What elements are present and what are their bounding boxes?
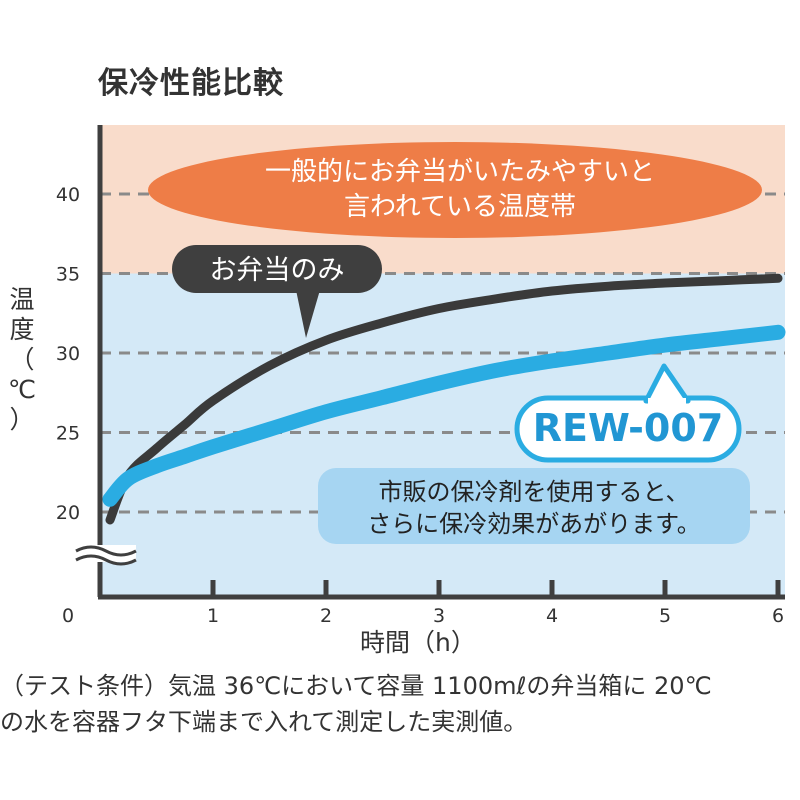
- note-line: （テスト条件）気温 36℃において容量 1100mℓの弁当箱に 20℃: [0, 672, 712, 700]
- bento-only-callout: お弁当のみ: [172, 245, 382, 338]
- y-axis-label: 温 度 （ ℃ ）: [8, 285, 36, 435]
- comment-text-line2: さらに保冷効果があがります。: [367, 510, 701, 538]
- x-tick-label: 1: [207, 605, 219, 627]
- x-tick-label: 0: [62, 605, 74, 627]
- x-axis-ticks: 0 1 2 3 4 5 6: [62, 580, 784, 627]
- rew-007-callout: REW-007: [514, 363, 742, 463]
- x-tick-label: 6: [772, 605, 784, 627]
- x-tick-label: 2: [320, 605, 332, 627]
- y-axis-label-char: 度: [9, 315, 35, 344]
- comment-callout: 市販の保冷剤を使用すると、 さらに保冷効果があがります。: [318, 468, 750, 544]
- y-tick-label: 40: [56, 184, 80, 206]
- x-tick-label: 3: [433, 605, 445, 627]
- y-tick-label: 35: [56, 264, 80, 286]
- series-line-bento-only: [105, 273, 783, 525]
- y-tick-label: 25: [56, 423, 80, 445]
- danger-zone-text-line2: 言われている温度帯: [344, 192, 576, 222]
- comment-text-line1: 市販の保冷剤を使用すると、: [378, 478, 689, 506]
- y-tick-label: 20: [56, 502, 80, 524]
- danger-zone-callout: 一般的にお弁当がいたみやすいと 言われている温度帯: [148, 142, 762, 238]
- x-tick-label: 5: [659, 605, 671, 627]
- note-line: の水を容器フタ下端まで入れて測定した実測値。: [0, 708, 528, 736]
- y-axis-label-char: ℃: [8, 375, 37, 404]
- y-tick-label: 30: [56, 343, 80, 365]
- test-condition-note: （テスト条件）気温 36℃において容量 1100mℓの弁当箱に 20℃ の水を容…: [0, 668, 800, 740]
- series-line-rew-007: [102, 324, 786, 507]
- y-axis-label-char: 温: [9, 285, 35, 314]
- axis-break-mark: [74, 545, 137, 566]
- x-axis-label: 時間（h）: [360, 628, 476, 657]
- bento-only-label: お弁当のみ: [210, 255, 345, 286]
- danger-zone-text-line1: 一般的にお弁当がいたみやすいと: [265, 157, 655, 187]
- y-axis-label-char: ）: [9, 405, 35, 434]
- rew-007-label: REW-007: [533, 406, 724, 450]
- chart-title: 保冷性能比較: [98, 66, 284, 101]
- y-axis-label-char: （: [9, 345, 35, 374]
- x-tick-label: 4: [546, 605, 558, 627]
- y-axis-ticks: 20 25 30 35 40: [56, 184, 80, 524]
